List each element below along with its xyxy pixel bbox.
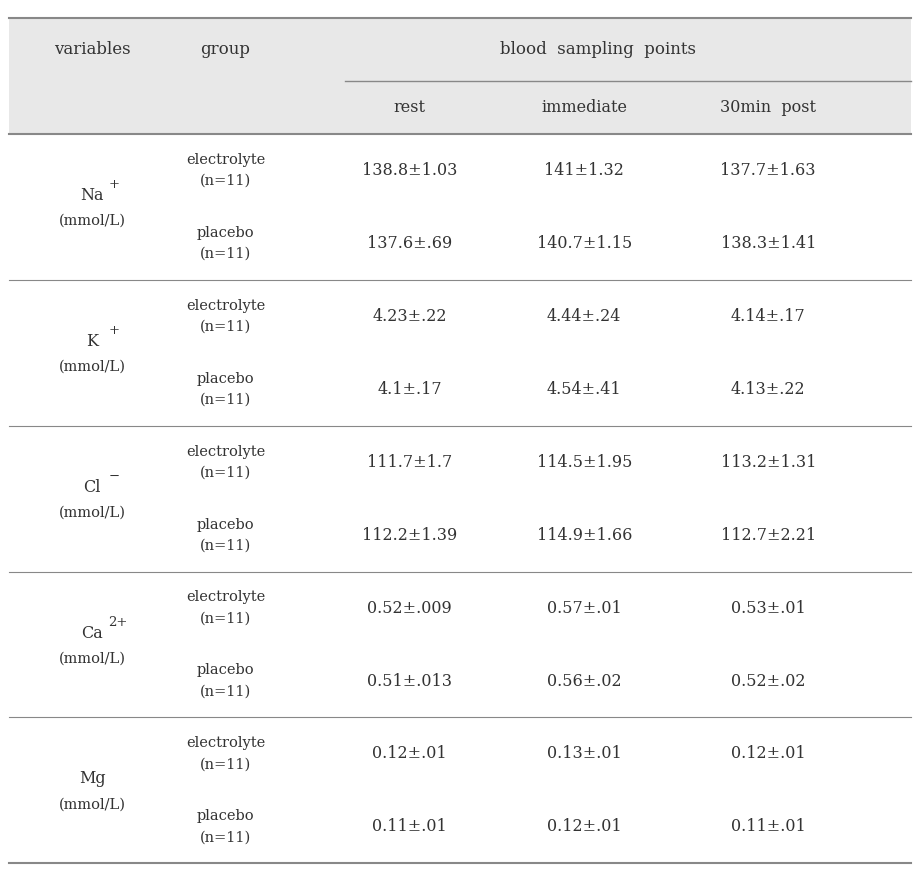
Text: 0.57±.01: 0.57±.01: [546, 600, 621, 617]
Text: blood  sampling  points: blood sampling points: [499, 41, 696, 58]
Text: (n=11): (n=11): [199, 174, 251, 188]
Text: electrolyte: electrolyte: [186, 445, 265, 459]
Text: 4.23±.22: 4.23±.22: [372, 307, 446, 325]
Text: placebo: placebo: [197, 517, 254, 531]
Text: (n=11): (n=11): [199, 831, 251, 845]
Text: 0.56±.02: 0.56±.02: [546, 672, 621, 690]
Text: 4.13±.22: 4.13±.22: [730, 381, 805, 397]
Text: (mmol/L): (mmol/L): [59, 213, 125, 227]
Text: (n=11): (n=11): [199, 393, 251, 407]
Text: 113.2±1.31: 113.2±1.31: [720, 454, 815, 470]
Text: 0.52±.009: 0.52±.009: [367, 600, 451, 617]
Text: immediate: immediate: [540, 99, 627, 116]
Text: 4.14±.17: 4.14±.17: [730, 307, 805, 325]
Text: rest: rest: [393, 99, 425, 116]
Text: 114.5±1.95: 114.5±1.95: [536, 454, 631, 470]
Text: electrolyte: electrolyte: [186, 737, 265, 751]
Text: 112.7±2.21: 112.7±2.21: [720, 527, 815, 544]
Text: electrolyte: electrolyte: [186, 152, 265, 167]
Text: 2+: 2+: [108, 616, 128, 629]
Text: 0.52±.02: 0.52±.02: [731, 672, 804, 690]
Text: 138.3±1.41: 138.3±1.41: [720, 235, 815, 252]
Text: 4.44±.24: 4.44±.24: [547, 307, 620, 325]
Text: 0.12±.01: 0.12±.01: [730, 745, 805, 762]
Text: (n=11): (n=11): [199, 320, 251, 334]
Text: 4.54±.41: 4.54±.41: [546, 381, 621, 397]
Text: 4.1±.17: 4.1±.17: [377, 381, 441, 397]
Text: 141±1.32: 141±1.32: [544, 162, 623, 179]
Text: placebo: placebo: [197, 810, 254, 824]
Text: electrolyte: electrolyte: [186, 299, 265, 313]
Text: 137.7±1.63: 137.7±1.63: [720, 162, 815, 179]
Text: 140.7±1.15: 140.7±1.15: [536, 235, 631, 252]
Text: (n=11): (n=11): [199, 466, 251, 480]
Text: 138.8±1.03: 138.8±1.03: [361, 162, 457, 179]
Bar: [9, 134, 910, 863]
Text: 0.53±.01: 0.53±.01: [730, 600, 805, 617]
Text: (n=11): (n=11): [199, 538, 251, 552]
Text: (mmol/L): (mmol/L): [59, 506, 125, 520]
Text: (n=11): (n=11): [199, 758, 251, 772]
Bar: [9, 18, 910, 81]
Text: 0.13±.01: 0.13±.01: [546, 745, 621, 762]
Text: Mg: Mg: [79, 771, 105, 788]
Text: 111.7±1.7: 111.7±1.7: [367, 454, 451, 470]
Text: Na: Na: [80, 187, 104, 204]
Text: Cl: Cl: [83, 478, 101, 496]
Text: −: −: [108, 470, 119, 483]
Text: (mmol/L): (mmol/L): [59, 797, 125, 811]
Text: 0.11±.01: 0.11±.01: [371, 818, 447, 835]
Text: +: +: [108, 324, 119, 337]
Text: Ca: Ca: [81, 625, 103, 641]
Text: group: group: [200, 41, 250, 58]
Text: K: K: [85, 333, 98, 350]
Text: placebo: placebo: [197, 663, 254, 677]
Text: variables: variables: [53, 41, 130, 58]
Text: 114.9±1.66: 114.9±1.66: [536, 527, 631, 544]
Text: 0.12±.01: 0.12±.01: [546, 818, 621, 835]
Text: 0.51±.013: 0.51±.013: [367, 672, 451, 690]
Text: (mmol/L): (mmol/L): [59, 359, 125, 374]
Text: 112.2±1.39: 112.2±1.39: [361, 527, 457, 544]
Text: 0.12±.01: 0.12±.01: [371, 745, 447, 762]
Text: (n=11): (n=11): [199, 685, 251, 699]
Text: (n=11): (n=11): [199, 611, 251, 626]
Text: 137.6±.69: 137.6±.69: [367, 235, 451, 252]
Text: placebo: placebo: [197, 372, 254, 386]
Bar: [9, 81, 910, 134]
Text: 30min  post: 30min post: [720, 99, 815, 116]
Text: +: +: [108, 178, 119, 191]
Text: (n=11): (n=11): [199, 247, 251, 261]
Text: electrolyte: electrolyte: [186, 590, 265, 604]
Text: placebo: placebo: [197, 226, 254, 240]
Text: (mmol/L): (mmol/L): [59, 651, 125, 665]
Text: 0.11±.01: 0.11±.01: [730, 818, 805, 835]
